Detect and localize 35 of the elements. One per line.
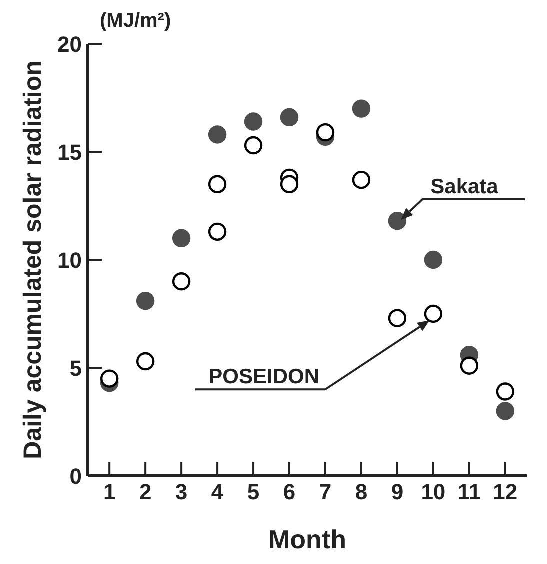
point: [136, 292, 155, 310]
point: [280, 108, 299, 127]
x-tick-label: 5: [247, 480, 260, 505]
point: [388, 212, 407, 230]
x-tick-label: 1: [103, 480, 116, 505]
y-tick-label: 10: [58, 248, 82, 273]
x-tick-label: 9: [391, 480, 404, 505]
point: [352, 100, 371, 118]
x-tick-label: 3: [175, 480, 188, 505]
x-tick-label: 7: [319, 480, 332, 505]
point: [208, 126, 227, 144]
point: [316, 123, 335, 142]
y-tick-label: 20: [58, 32, 82, 57]
point: [496, 402, 515, 420]
x-tick-label: 10: [421, 480, 446, 505]
x-axis-title: Month: [268, 524, 346, 554]
point: [244, 112, 263, 131]
series-label: Sakata: [430, 176, 499, 199]
y-axis-title: Daily accumulated solar radiation: [18, 60, 47, 460]
x-tick-label: 11: [458, 480, 482, 505]
y-tick-label: 5: [70, 356, 82, 381]
x-tick-label: 2: [139, 480, 152, 505]
point: [100, 370, 119, 388]
point: [172, 229, 191, 248]
x-tick-label: 6: [283, 480, 296, 505]
x-tick-label: 12: [493, 480, 518, 505]
text: (MJ/m²): [100, 10, 172, 33]
point: [280, 175, 299, 194]
y-tick-label: 15: [58, 140, 82, 165]
x-tick-label: 4: [211, 480, 224, 505]
point: [460, 356, 479, 375]
text: POSEIDON: [208, 366, 320, 389]
y-tick-label: 0: [70, 464, 82, 489]
x-tick-label: 8: [355, 480, 368, 505]
point: [424, 250, 443, 270]
